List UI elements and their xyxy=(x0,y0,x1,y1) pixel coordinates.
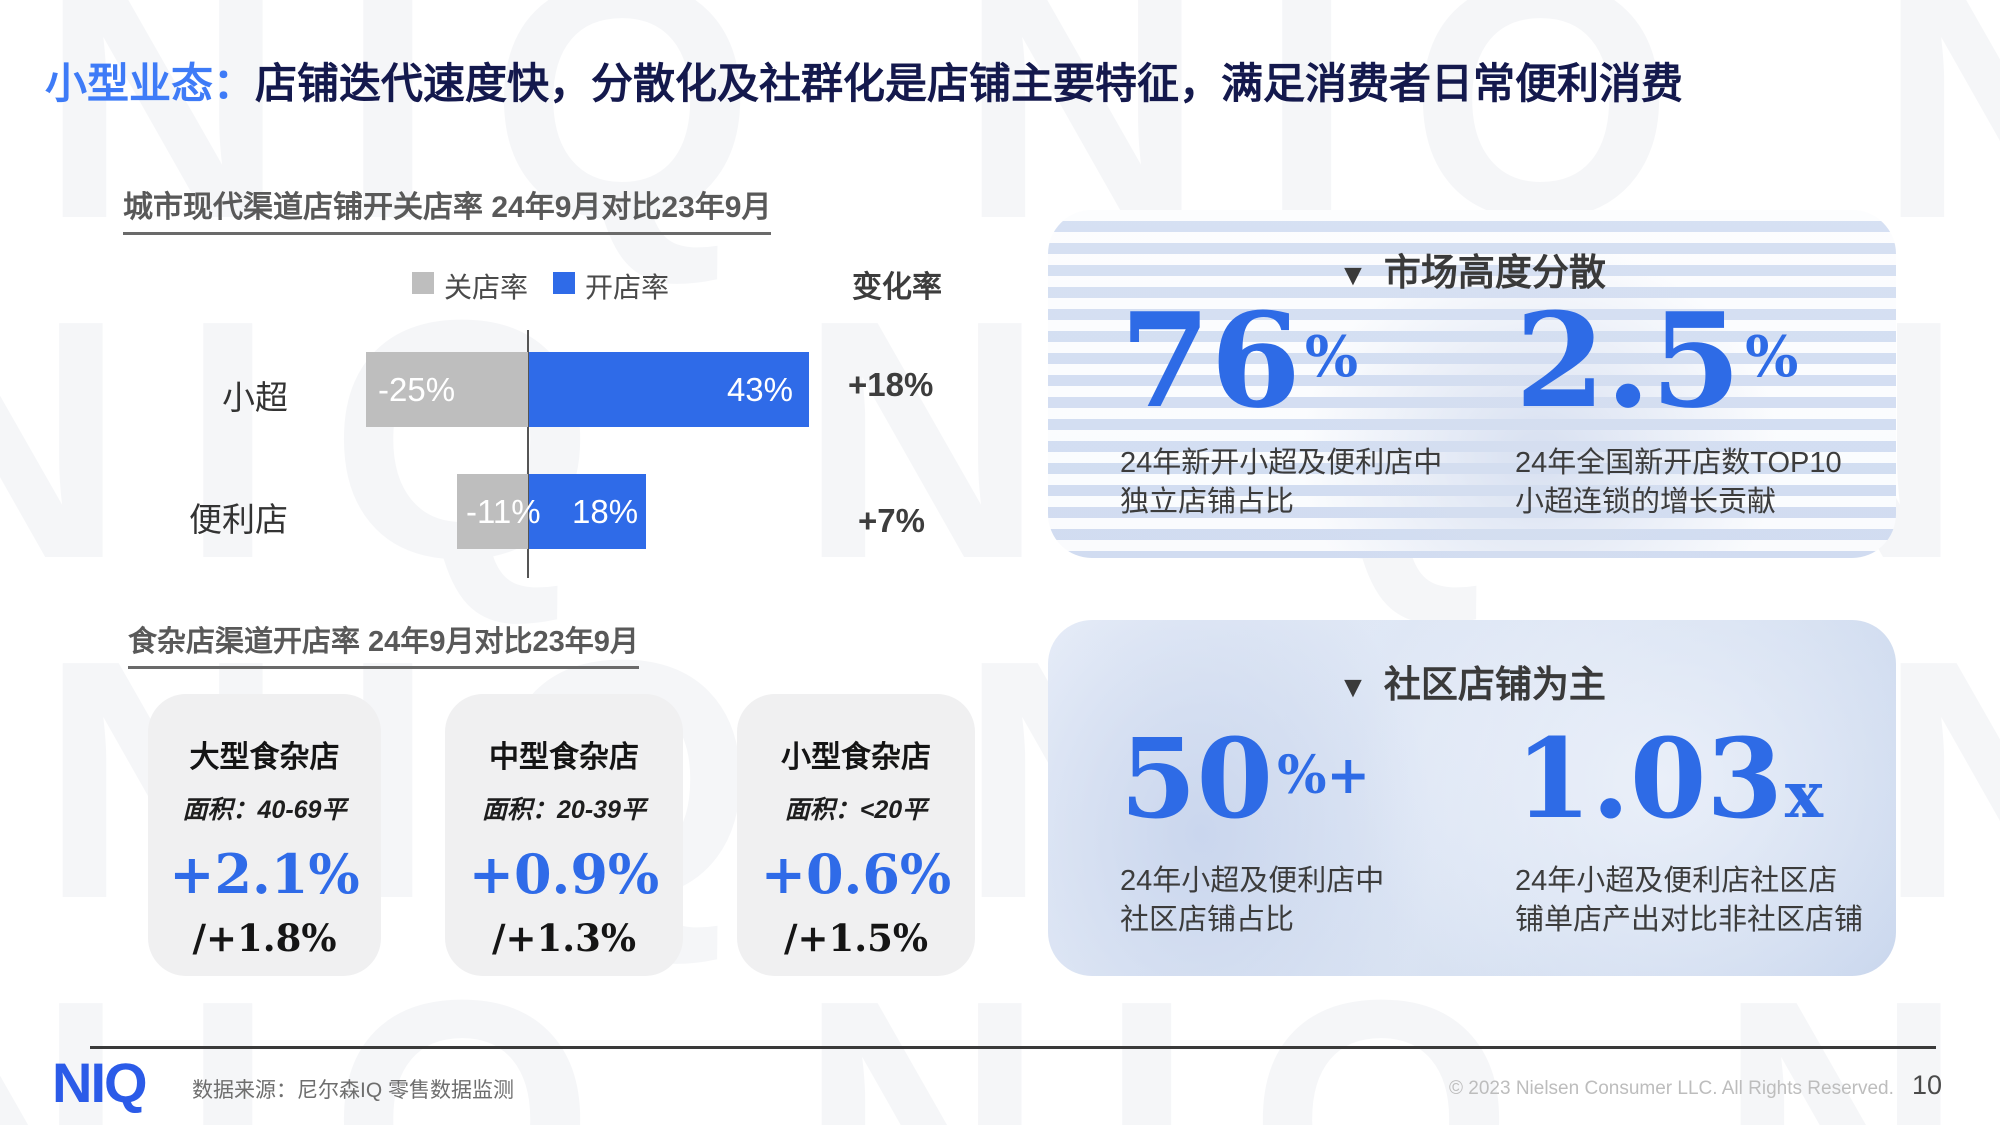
insight-card-community-stores: ▼ 社区店铺为主 50%+ 24年小超及便利店中 社区店铺占比 1.03x 24年… xyxy=(1048,620,1896,976)
page-title-rest: 店铺迭代速度快，分散化及社群化是店铺主要特征，满足消费者日常便利消费 xyxy=(255,60,1684,108)
category-label-convenience: 便利店 xyxy=(189,501,288,538)
chart-section-title: 城市现代渠道店铺开关店率 24年9月对比23年9月 xyxy=(123,182,772,235)
footer-divider xyxy=(90,1046,1936,1049)
zero-axis-line xyxy=(527,330,529,578)
stat-caption-community-output: 24年小超及便利店社区店 铺单店产出对比非社区店铺 xyxy=(1515,865,1864,936)
grocery-card-area: 面积：20-39平 xyxy=(482,796,646,824)
bar-open-rate-convenience xyxy=(529,474,646,549)
legend-label-open-rate: 开店率 xyxy=(585,272,670,303)
grocery-card-name: 中型食杂店 xyxy=(489,741,639,774)
page-number: 10 xyxy=(1912,1070,1943,1100)
grocery-card-subvalue: /+1.5% xyxy=(783,916,929,960)
legend-label-close-rate: 关店率 xyxy=(444,272,529,303)
category-label-mini-super: 小超 xyxy=(222,379,288,416)
change-value-mini-super: +18% xyxy=(848,366,934,403)
grocery-card-name: 小型食杂店 xyxy=(781,741,931,774)
stat-number-independent-share: 76% xyxy=(1120,284,1359,437)
grocery-card-medium: 中型食杂店 面积：20-39平 +0.9% /+1.3% xyxy=(445,694,683,976)
triangle-down-icon: ▼ xyxy=(1338,671,1368,704)
legend-swatch-open-rate xyxy=(553,272,575,294)
bar-value-open-mini-super: 43% xyxy=(726,371,793,408)
stat-caption-independent-share: 24年新开小超及便利店中 独立店铺占比 xyxy=(1120,447,1443,518)
niq-logo: NIQ xyxy=(52,1051,148,1114)
change-rate-header: 变化率 xyxy=(852,271,942,304)
bar-close-rate-convenience xyxy=(456,474,528,549)
insight-card-market-fragmentation: ▼ 市场高度分散 76% 24年新开小超及便利店中 独立店铺占比 2.5% 24年… xyxy=(1048,210,1896,558)
stat-number-community-output: 1.03x xyxy=(1515,714,1824,843)
insight-card-title: ▼ 社区店铺为主 xyxy=(1338,664,1606,705)
grocery-card-area: 面积：40-69平 xyxy=(182,796,347,824)
grocery-card-large: 大型食杂店 面积：40-69平 +2.1% /+1.8% xyxy=(148,694,381,976)
insight-card-title: ▼ 市场高度分散 xyxy=(1338,252,1606,293)
grocery-card-small: 小型食杂店 面积：<20平 +0.6% /+1.5% xyxy=(737,694,975,976)
bar-open-rate-mini-super xyxy=(529,352,809,427)
stat-number-community-share: 50%+ xyxy=(1120,714,1371,843)
grocery-card-subvalue: /+1.8% xyxy=(192,916,337,960)
data-source-note: 数据来源：尼尔森IQ 零售数据监测 xyxy=(192,1079,515,1102)
stat-number-top10-contribution: 2.5% xyxy=(1515,284,1799,437)
grocery-card-name: 大型食杂店 xyxy=(189,741,340,774)
page-title-highlight: 小型业态： xyxy=(45,60,256,108)
grocery-card-area: 面积：<20平 xyxy=(784,796,928,824)
triangle-down-icon: ▼ xyxy=(1338,259,1368,292)
bar-close-rate-mini-super xyxy=(365,352,528,427)
bar-value-open-convenience: 18% xyxy=(572,493,639,530)
grocery-card-value: +0.6% xyxy=(760,842,952,906)
grocery-card-subvalue: /+1.3% xyxy=(491,916,637,960)
copyright-note: © 2023 Nielsen Consumer LLC. All Rights … xyxy=(1449,1078,1894,1099)
bar-value-close-mini-super: -25% xyxy=(378,371,456,408)
grocery-card-value: +0.9% xyxy=(468,842,660,906)
page-title: 小型业态：店铺迭代速度快，分散化及社群化是店铺主要特征，满足消费者日常便利消费 xyxy=(45,58,1683,111)
stat-caption-community-share: 24年小超及便利店中 社区店铺占比 xyxy=(1120,865,1385,936)
legend-swatch-close-rate xyxy=(412,272,434,294)
grocery-section-title: 食杂店渠道开店率 24年9月对比23年9月 xyxy=(128,618,639,669)
bar-value-close-convenience: -11% xyxy=(466,493,541,530)
change-value-convenience: +7% xyxy=(858,502,925,539)
grocery-card-value: +2.1% xyxy=(169,842,360,906)
stat-caption-top10-contribution: 24年全国新开店数TOP10 小超连锁的增长贡献 xyxy=(1515,447,1842,518)
